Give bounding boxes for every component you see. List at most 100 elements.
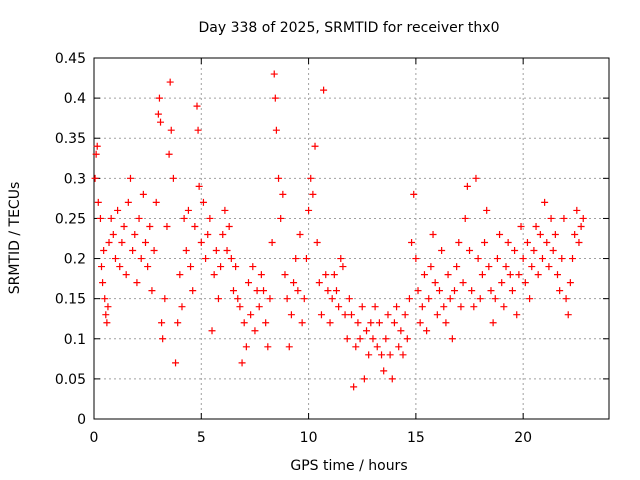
data-point (384, 311, 392, 319)
data-point (431, 279, 439, 287)
data-point (356, 335, 364, 343)
data-point (410, 190, 418, 198)
data-point (354, 319, 362, 327)
data-point (569, 255, 577, 263)
data-point (99, 279, 107, 287)
data-point (187, 263, 195, 271)
data-point (137, 255, 145, 263)
plot-area-border (93, 57, 610, 420)
data-point (530, 247, 538, 255)
data-point (502, 263, 510, 271)
data-point (223, 247, 231, 255)
data-point (103, 319, 111, 327)
chart-title: Day 338 of 2025, SRMTID for receiver thx… (199, 20, 500, 36)
data-point (242, 343, 250, 351)
data-point (161, 295, 169, 303)
data-point (92, 150, 100, 158)
data-point (388, 375, 396, 383)
data-point (124, 198, 132, 206)
data-point (281, 271, 289, 279)
data-point (414, 287, 422, 295)
data-point (294, 287, 302, 295)
data-point (506, 271, 514, 279)
data-point (315, 279, 323, 287)
data-point (245, 279, 252, 287)
y-tick-label: 0.15 (55, 292, 86, 308)
data-point (425, 295, 433, 303)
data-point (102, 311, 110, 319)
data-point (455, 239, 463, 247)
data-point (204, 230, 212, 238)
data-point (120, 222, 128, 230)
data-point (534, 271, 542, 279)
data-point (358, 303, 366, 311)
data-point (266, 295, 274, 303)
data-point (275, 174, 283, 182)
data-point (508, 287, 516, 295)
data-point (214, 295, 222, 303)
x-tick-label: 20 (514, 430, 532, 446)
data-point (487, 287, 495, 295)
data-point (365, 351, 373, 359)
data-point (423, 327, 431, 335)
data-point (373, 343, 381, 351)
data-point (493, 255, 501, 263)
data-point (448, 335, 456, 343)
data-point (290, 279, 298, 287)
data-point (435, 287, 443, 295)
data-point (296, 230, 304, 238)
data-point (547, 214, 555, 222)
data-point (165, 150, 173, 158)
data-point (101, 295, 109, 303)
data-point (210, 271, 218, 279)
data-point (251, 327, 259, 335)
data-point (135, 214, 143, 222)
data-point (118, 239, 126, 247)
data-point (442, 319, 450, 327)
data-point (528, 263, 536, 271)
data-point (104, 303, 112, 311)
data-point (212, 247, 220, 255)
data-point (382, 335, 390, 343)
data-point (111, 255, 119, 263)
y-tick-label: 0.35 (55, 131, 86, 147)
data-point (300, 295, 308, 303)
data-point (371, 303, 379, 311)
data-point (270, 70, 278, 78)
data-point (521, 279, 529, 287)
x-tick-label: 15 (407, 430, 425, 446)
data-point (472, 174, 480, 182)
data-point (386, 351, 394, 359)
data-point (91, 174, 99, 182)
data-point (451, 287, 458, 295)
data-point (566, 279, 574, 287)
data-point (159, 335, 167, 343)
data-point (272, 126, 280, 134)
data-point (180, 214, 188, 222)
data-point (427, 263, 435, 271)
data-points (91, 70, 587, 391)
data-point (330, 271, 338, 279)
data-point (560, 214, 568, 222)
data-point (496, 230, 504, 238)
y-tick-label: 0 (77, 412, 86, 428)
data-point (249, 263, 257, 271)
data-point (154, 110, 162, 118)
data-point (519, 255, 527, 263)
data-point (302, 255, 310, 263)
data-point (326, 319, 334, 327)
data-point (129, 247, 137, 255)
y-tick-label: 0.05 (55, 372, 86, 388)
data-point (397, 327, 405, 335)
data-point (440, 303, 448, 311)
y-tick-label: 0.45 (55, 51, 86, 67)
data-point (457, 303, 465, 311)
data-point (94, 198, 102, 206)
data-point (328, 295, 336, 303)
data-point (157, 118, 165, 126)
data-point (360, 375, 368, 383)
data-point (178, 303, 186, 311)
data-point (429, 230, 437, 238)
data-point (191, 222, 199, 230)
data-point (500, 303, 508, 311)
